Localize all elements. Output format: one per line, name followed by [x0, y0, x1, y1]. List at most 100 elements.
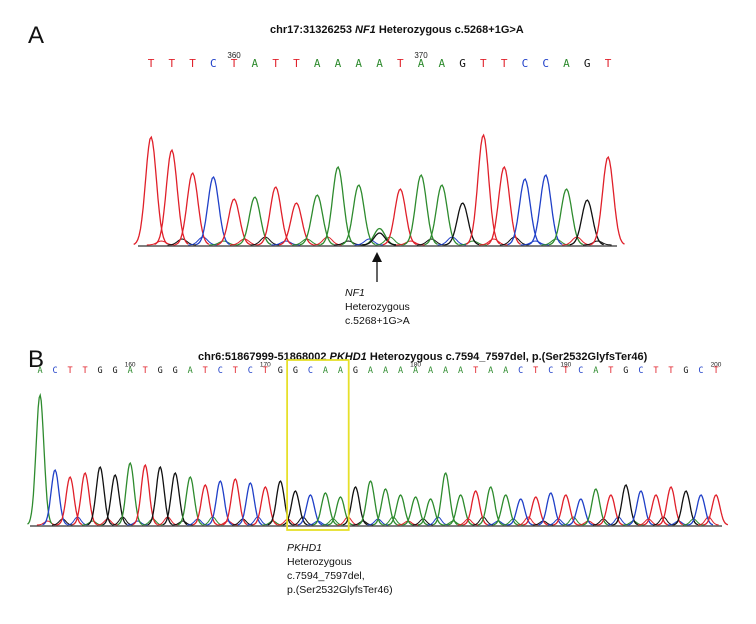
panel-b-position-label: 200: [711, 362, 722, 369]
panel-b-base-call: A: [338, 366, 343, 376]
panel-b-base-call: T: [83, 366, 88, 376]
panel-a-noise-peak: [188, 236, 217, 246]
panel-a-position-label: 360: [227, 51, 241, 60]
panel-b-annotation-zygosity: Heterozygous: [287, 556, 352, 568]
panel-b-base-call: A: [368, 366, 373, 376]
panel-a-base-call: T: [168, 57, 175, 70]
panel-b-base-call: A: [37, 366, 42, 376]
panel-b-peak: [447, 494, 473, 526]
panel-a-noise-peak: [582, 240, 612, 246]
panel-a-base-call: A: [563, 57, 570, 70]
panel-a-base-call: T: [293, 57, 300, 70]
panel-b-peak: [523, 496, 548, 526]
panel-a-noise-peak: [437, 236, 467, 246]
panel-b-base-call: G: [173, 366, 178, 376]
panel-b-annotation-variant-c: c.7594_7597del,: [287, 570, 365, 582]
panel-a-title-suffix: Heterozygous c.5268+1G>A: [375, 24, 524, 36]
panel-a-base-call: C: [210, 57, 217, 70]
panel-b-base-call: A: [323, 366, 328, 376]
panel-a-title: chr17:31326253 NF1 Heterozygous c.5268+1…: [270, 24, 524, 36]
panel-b-base-call: T: [533, 366, 538, 376]
panel-b-base-call: G: [293, 366, 298, 376]
panel-b-position-label: 160: [125, 362, 136, 369]
panel-b-base-call: T: [263, 366, 268, 376]
panel-b-base-call: G: [683, 366, 688, 376]
panel-b-base-call: G: [98, 366, 103, 376]
panel-b-base-call: T: [668, 366, 673, 376]
panel-b-base-call: G: [353, 366, 358, 376]
panel-a-peak: [237, 196, 272, 246]
panel-b-base-call: A: [428, 366, 433, 376]
panel-b-base-call: C: [638, 366, 643, 376]
panel-b-peak: [27, 392, 53, 525]
panel-a-base-call: A: [314, 57, 321, 70]
panel-b-noise-peak: [607, 516, 629, 526]
panel-b-base-call: C: [548, 366, 553, 376]
panel-b-peak: [508, 498, 533, 526]
panel-a-noise-peak: [312, 236, 342, 246]
panel-a-position-label: 370: [414, 51, 428, 60]
panel-b-peak: [703, 494, 729, 526]
panel-a-annotation-zygosity: Heterozygous: [345, 301, 410, 313]
panel-b-peak: [297, 494, 323, 526]
panel-b-peak: [643, 494, 668, 526]
panel-b-base-call: G: [623, 366, 628, 376]
variant-arrowhead-icon: [372, 252, 382, 262]
panel-b-noise-peak: [562, 516, 584, 526]
panel-b-base-call: T: [67, 366, 72, 376]
panel-b-title-suffix: Heterozygous c.7594_7597del, p.(Ser2532G…: [366, 351, 648, 363]
panel-a-base-call: T: [231, 57, 238, 70]
panel-a-peak: [216, 198, 251, 246]
panel-a-peak: [133, 135, 168, 245]
panel-b-position-label: 170: [260, 362, 271, 369]
panel-b-base-call: A: [188, 366, 193, 376]
panel-b-base-call: G: [113, 366, 118, 376]
panel-b-base-call: A: [503, 366, 508, 376]
panel-b-annotation: PKHD1 Heterozygous c.7594_7597del, p.(Se…: [287, 541, 393, 597]
panel-b-peak: [462, 490, 488, 526]
panel-a-peak: [362, 232, 397, 246]
panel-b-base-call: T: [473, 366, 478, 376]
panel-b-base-call: T: [143, 366, 148, 376]
panel-a-annotation-gene: NF1: [345, 287, 365, 299]
panel-a-peak: [507, 178, 542, 246]
panel-a-base-call: A: [335, 57, 342, 70]
panel-a-base-call: A: [252, 57, 259, 70]
panel-b-peak: [252, 485, 278, 526]
panel-a-peak: [445, 202, 480, 246]
panel-b-peak: [688, 494, 714, 526]
panel-a-base-call: T: [189, 57, 196, 70]
panel-b-peak: [192, 483, 218, 526]
panel-b-base-call: C: [308, 366, 313, 376]
panel-a-base-call: T: [272, 57, 279, 70]
panel-a-peak: [403, 173, 438, 246]
panel-b-base-call: C: [698, 366, 703, 376]
panel-a-peak: [382, 188, 417, 246]
panel-b-base-call: G: [158, 366, 163, 376]
panel-b-base-call: T: [653, 366, 658, 376]
panel-b-base-call: A: [443, 366, 448, 376]
panel-a-peak: [341, 184, 376, 246]
panel-b-base-call: A: [128, 366, 133, 376]
panel-b-peak: [207, 480, 233, 526]
panel-b-base-call: T: [233, 366, 238, 376]
panel-b-base-call: A: [593, 366, 598, 376]
panel-b-base-call: C: [248, 366, 253, 376]
panel-b-noise-peak: [337, 516, 359, 526]
panel-a-base-call: T: [148, 57, 155, 70]
panel-a-base-call: T: [397, 57, 404, 70]
panel-a-base-call: T: [501, 57, 508, 70]
panel-b-noise-peak: [517, 516, 539, 526]
panel-a-letter: A: [28, 22, 45, 49]
panel-a-peak: [175, 171, 210, 246]
panel-b-base-call: A: [458, 366, 463, 376]
panel-b-position-label: 180: [410, 362, 421, 369]
panel-a-annotation: NF1 Heterozygous c.5268+1G>A: [345, 286, 410, 328]
panel-a-noise-peak: [499, 236, 529, 246]
panel-a-base-call: T: [480, 57, 487, 70]
panel-b-peak: [418, 498, 443, 526]
panel-a-annotation-variant: c.5268+1G>A: [345, 315, 410, 327]
panel-b-noise-peak: [697, 516, 719, 526]
panel-b-base-call: A: [398, 366, 403, 376]
panel-b-peak: [132, 463, 158, 526]
